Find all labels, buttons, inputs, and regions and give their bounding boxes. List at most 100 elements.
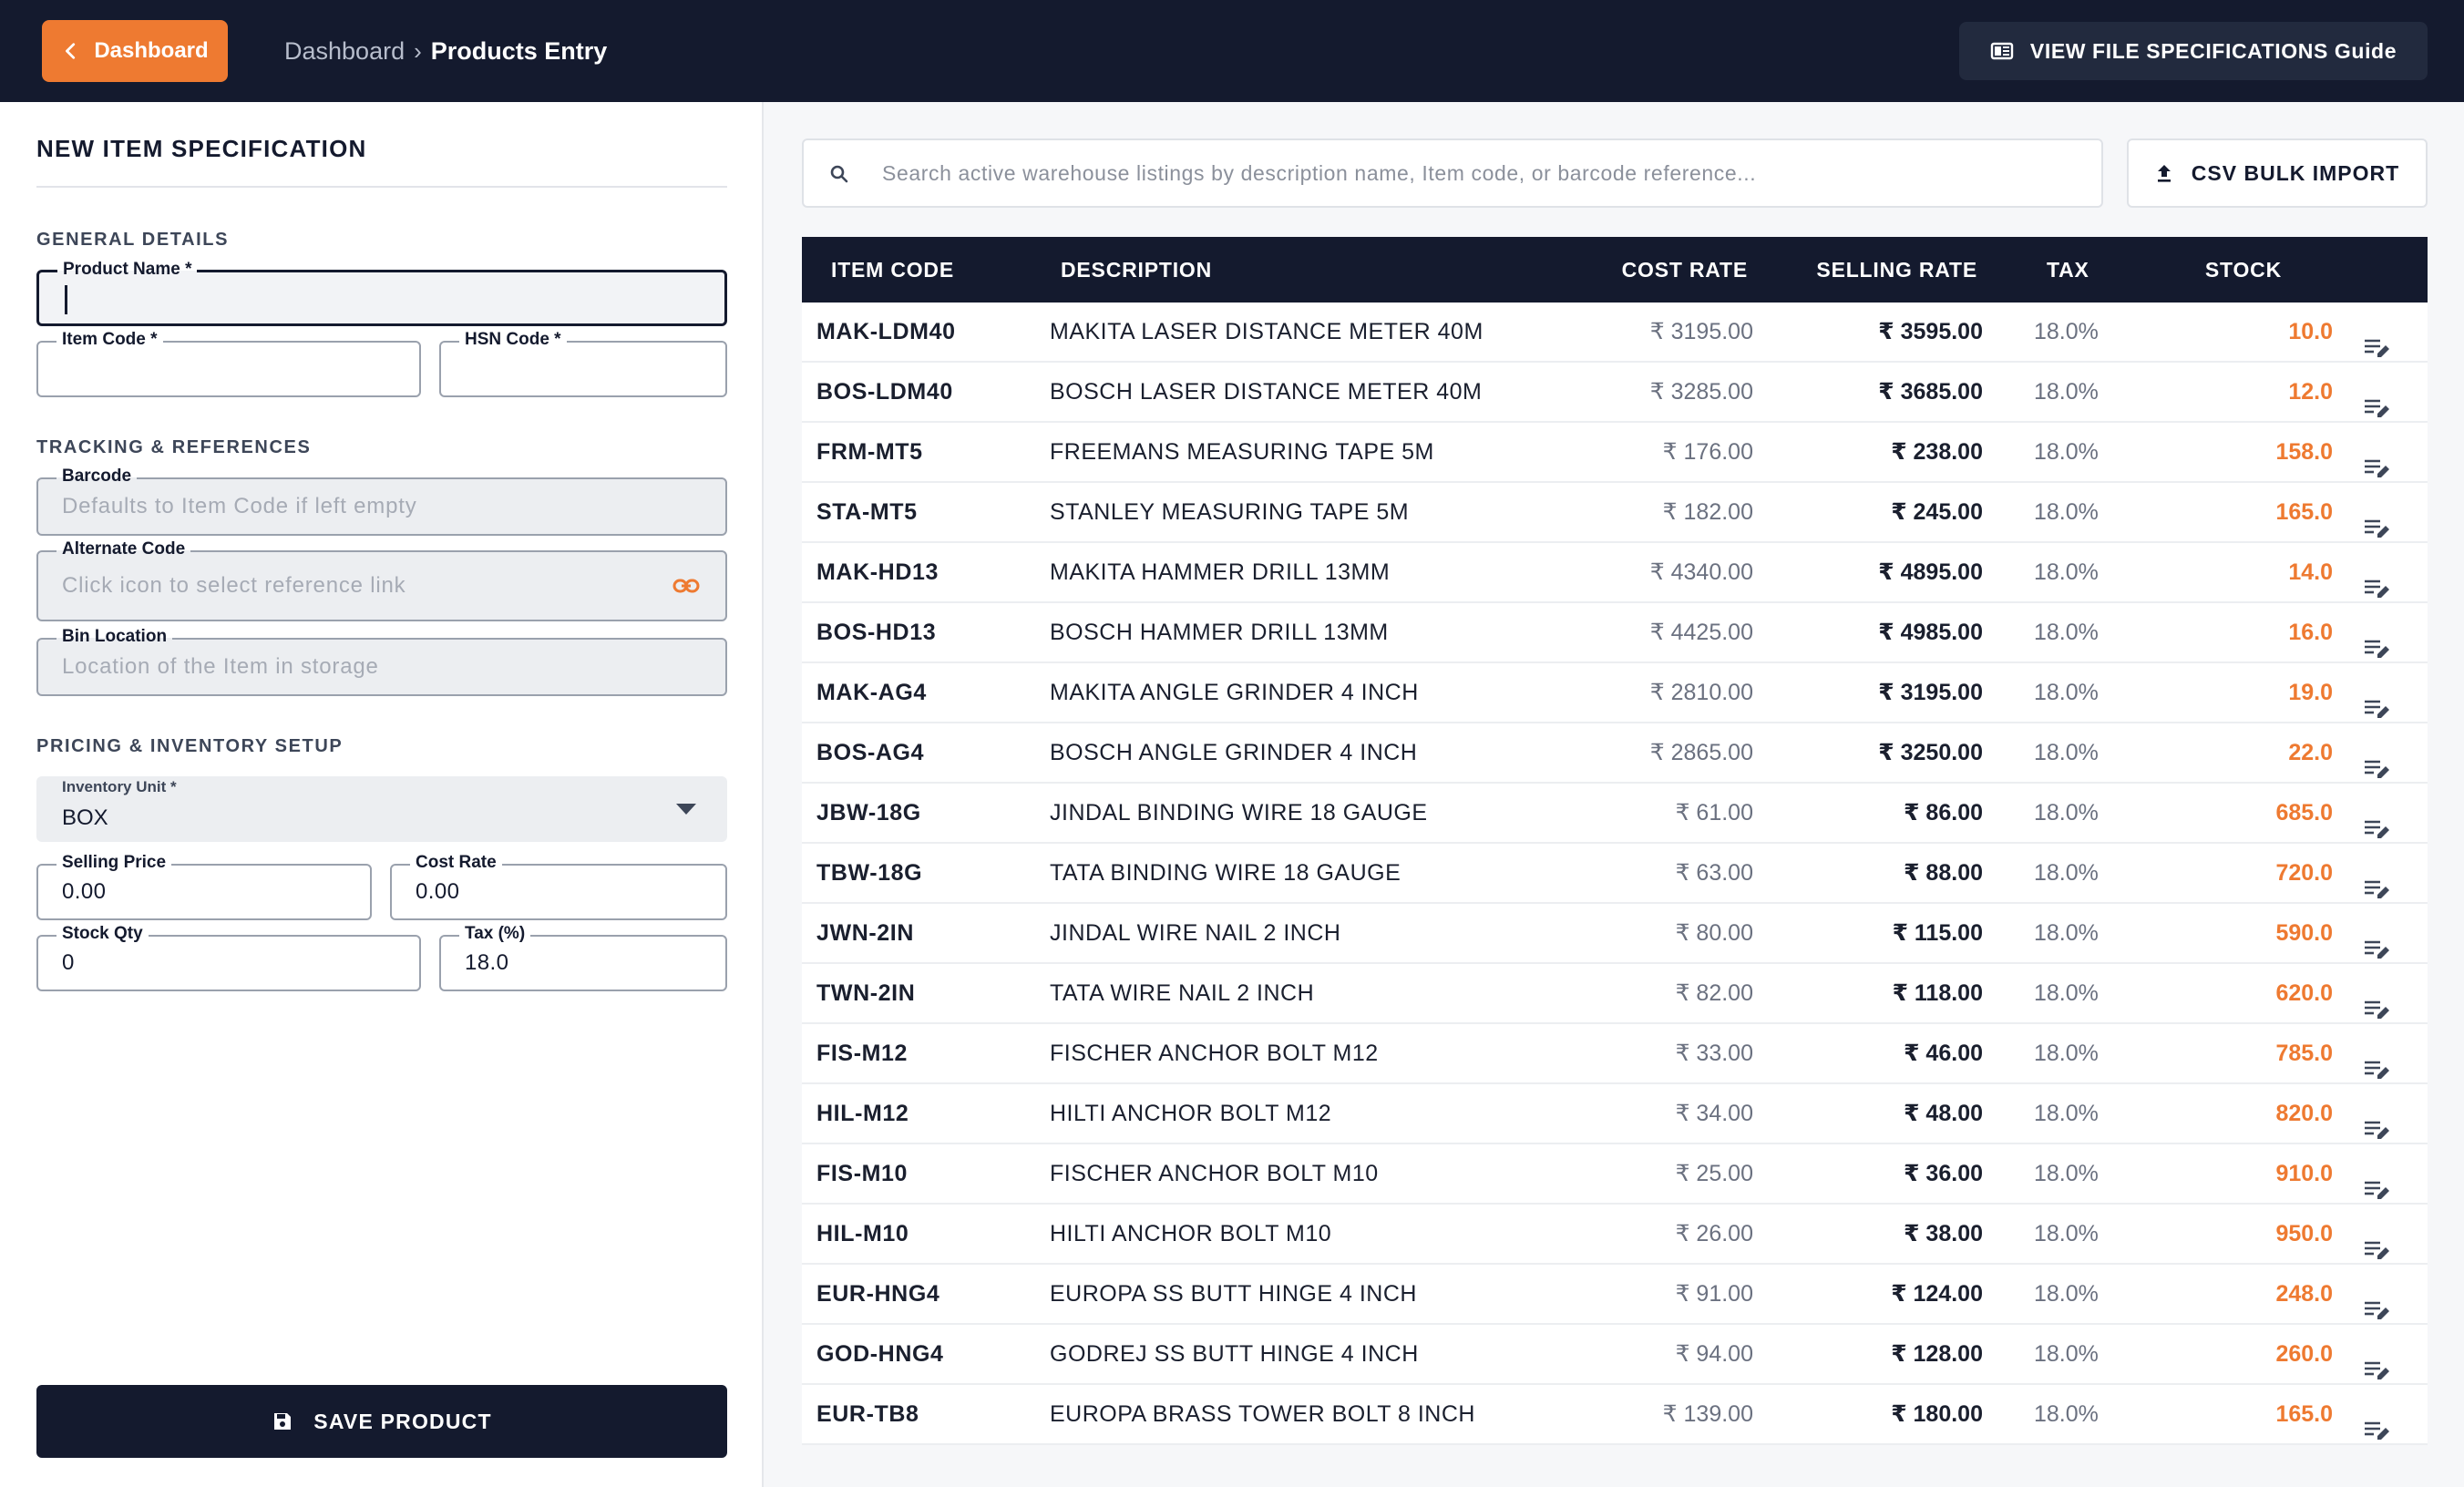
tax-cell: 18.0% bbox=[2034, 859, 2099, 886]
table-row[interactable]: JWN-2IN JINDAL WIRE NAIL 2 INCH ₹ 80.00 … bbox=[802, 904, 2428, 964]
alternate-code-field[interactable]: Alternate Code Click icon to select refe… bbox=[36, 539, 727, 621]
table-body: MAK-LDM40 MAKITA LASER DISTANCE METER 40… bbox=[802, 303, 2428, 1445]
table-row[interactable]: MAK-HD13 MAKITA HAMMER DRILL 13MM ₹ 4340… bbox=[802, 543, 2428, 603]
description-cell: EUROPA BRASS TOWER BOLT 8 INCH bbox=[1050, 1400, 1475, 1427]
table-row[interactable]: TBW-18G TATA BINDING WIRE 18 GAUGE ₹ 63.… bbox=[802, 844, 2428, 904]
save-product-button[interactable]: SAVE PRODUCT bbox=[36, 1385, 727, 1458]
link-icon[interactable] bbox=[672, 577, 700, 595]
edit-row-icon[interactable] bbox=[2362, 920, 2391, 979]
edit-row-icon[interactable] bbox=[2362, 800, 2391, 858]
column-header-tax[interactable]: TAX bbox=[2047, 257, 2089, 282]
edit-row-icon[interactable] bbox=[2362, 319, 2391, 377]
stock-cell: 590.0 bbox=[2275, 919, 2333, 946]
item-code-cell: STA-MT5 bbox=[816, 498, 918, 525]
table-row[interactable]: HIL-M10 HILTI ANCHOR BOLT M10 ₹ 26.00 ₹ … bbox=[802, 1205, 2428, 1265]
inventory-unit-select[interactable]: Inventory Unit * BOX bbox=[36, 776, 727, 842]
search-input[interactable] bbox=[882, 140, 2085, 206]
breadcrumb-parent[interactable]: Dashboard bbox=[284, 36, 406, 65]
stock-qty-field[interactable]: Stock Qty 0 bbox=[36, 924, 421, 991]
column-header-selling-rate[interactable]: SELLING RATE bbox=[1816, 257, 1977, 282]
save-icon bbox=[274, 1413, 292, 1430]
stock-cell: 19.0 bbox=[2288, 679, 2333, 705]
item-code-cell: EUR-TB8 bbox=[816, 1400, 919, 1427]
table-row[interactable]: EUR-TB8 EUROPA BRASS TOWER BOLT 8 INCH ₹… bbox=[802, 1385, 2428, 1445]
back-to-dashboard-button[interactable]: Dashboard bbox=[42, 20, 228, 82]
edit-row-icon[interactable] bbox=[2362, 559, 2391, 618]
item-code-cell: BOS-HD13 bbox=[816, 619, 937, 645]
tax-cell: 18.0% bbox=[2034, 559, 2099, 585]
edit-row-icon[interactable] bbox=[2362, 1041, 2391, 1099]
edit-row-icon[interactable] bbox=[2362, 1221, 2391, 1279]
table-row[interactable]: FRM-MT5 FREEMANS MEASURING TAPE 5M ₹ 176… bbox=[802, 423, 2428, 483]
upload-icon bbox=[2157, 165, 2171, 182]
table-row[interactable]: GOD-HNG4 GODREJ SS BUTT HINGE 4 INCH ₹ 9… bbox=[802, 1325, 2428, 1385]
edit-row-icon[interactable] bbox=[2362, 620, 2391, 678]
edit-row-icon[interactable] bbox=[2362, 1161, 2391, 1219]
edit-row-icon[interactable] bbox=[2362, 980, 2391, 1039]
stock-cell: 785.0 bbox=[2275, 1040, 2333, 1066]
tax-cell: 18.0% bbox=[2034, 318, 2099, 344]
breadcrumb-separator: › bbox=[414, 36, 422, 65]
cost-rate-cell: ₹ 82.00 bbox=[1675, 980, 1753, 1006]
breadcrumb: Dashboard › Products Entry bbox=[284, 31, 607, 71]
alternate-code-label: Alternate Code bbox=[56, 539, 191, 559]
column-header-stock[interactable]: STOCK bbox=[2204, 257, 2282, 282]
view-file-specifications-button[interactable]: VIEW FILE SPECIFICATIONS Guide bbox=[1959, 22, 2428, 80]
cost-rate-cell: ₹ 91.00 bbox=[1675, 1281, 1753, 1307]
cost-rate-cell: ₹ 80.00 bbox=[1675, 920, 1753, 946]
item-code-cell: BOS-AG4 bbox=[816, 739, 925, 765]
edit-row-icon[interactable] bbox=[2362, 860, 2391, 918]
selling-price-field[interactable]: Selling Price 0.00 bbox=[36, 853, 372, 920]
table-row[interactable]: STA-MT5 STANLEY MEASURING TAPE 5M ₹ 182.… bbox=[802, 483, 2428, 543]
edit-row-icon[interactable] bbox=[2362, 1101, 2391, 1159]
table-row[interactable]: BOS-AG4 BOSCH ANGLE GRINDER 4 INCH ₹ 286… bbox=[802, 723, 2428, 784]
column-header-cost-rate[interactable]: COST RATE bbox=[1621, 257, 1748, 282]
cost-rate-field[interactable]: Cost Rate 0.00 bbox=[390, 853, 727, 920]
barcode-field[interactable]: Barcode Defaults to Item Code if left em… bbox=[36, 467, 727, 536]
selling-rate-cell: ₹ 38.00 bbox=[1904, 1221, 1983, 1246]
description-cell: EUROPA SS BUTT HINGE 4 INCH bbox=[1050, 1280, 1417, 1307]
edit-row-icon[interactable] bbox=[2362, 1401, 2391, 1460]
table-row[interactable]: MAK-AG4 MAKITA ANGLE GRINDER 4 INCH ₹ 28… bbox=[802, 663, 2428, 723]
edit-row-icon[interactable] bbox=[2362, 740, 2391, 798]
table-row[interactable]: FIS-M12 FISCHER ANCHOR BOLT M12 ₹ 33.00 … bbox=[802, 1024, 2428, 1084]
cost-rate-cell: ₹ 139.00 bbox=[1662, 1401, 1753, 1427]
table-row[interactable]: BOS-HD13 BOSCH HAMMER DRILL 13MM ₹ 4425.… bbox=[802, 603, 2428, 663]
tax-cell: 18.0% bbox=[2034, 1280, 2099, 1307]
dropdown-arrow-icon bbox=[676, 804, 696, 815]
table-row[interactable]: MAK-LDM40 MAKITA LASER DISTANCE METER 40… bbox=[802, 303, 2428, 363]
cost-rate-cell: ₹ 26.00 bbox=[1675, 1221, 1753, 1246]
edit-row-icon[interactable] bbox=[2362, 379, 2391, 437]
table-row[interactable]: HIL-M12 HILTI ANCHOR BOLT M12 ₹ 34.00 ₹ … bbox=[802, 1084, 2428, 1144]
table-row[interactable]: EUR-HNG4 EUROPA SS BUTT HINGE 4 INCH ₹ 9… bbox=[802, 1265, 2428, 1325]
table-row[interactable]: BOS-LDM40 BOSCH LASER DISTANCE METER 40M… bbox=[802, 363, 2428, 423]
cost-rate-cell: ₹ 63.00 bbox=[1675, 860, 1753, 886]
hsn-code-field[interactable]: HSN Code * bbox=[439, 330, 727, 397]
table-row[interactable]: JBW-18G JINDAL BINDING WIRE 18 GAUGE ₹ 6… bbox=[802, 784, 2428, 844]
bin-location-field[interactable]: Bin Location Location of the Item in sto… bbox=[36, 627, 727, 696]
edit-row-icon[interactable] bbox=[2362, 499, 2391, 558]
item-code-cell: FIS-M12 bbox=[816, 1040, 909, 1066]
edit-row-icon[interactable] bbox=[2362, 680, 2391, 738]
item-code-cell: BOS-LDM40 bbox=[816, 378, 953, 405]
stock-cell: 165.0 bbox=[2275, 498, 2333, 525]
column-header-description[interactable]: DESCRIPTION bbox=[1061, 257, 1212, 282]
edit-row-icon[interactable] bbox=[2362, 1281, 2391, 1339]
column-header-item-code[interactable]: ITEM CODE bbox=[831, 257, 954, 282]
product-name-label: Product Name * bbox=[57, 260, 198, 280]
item-code-cell: GOD-HNG4 bbox=[816, 1340, 944, 1367]
description-cell: BOSCH LASER DISTANCE METER 40M bbox=[1050, 378, 1483, 405]
description-cell: HILTI ANCHOR BOLT M12 bbox=[1050, 1100, 1332, 1126]
table-row[interactable]: TWN-2IN TATA WIRE NAIL 2 INCH ₹ 82.00 ₹ … bbox=[802, 964, 2428, 1024]
product-name-field[interactable]: Product Name * bbox=[36, 260, 727, 326]
edit-row-icon[interactable] bbox=[2362, 439, 2391, 497]
tax-cell: 18.0% bbox=[2034, 739, 2099, 765]
item-code-cell: JWN-2IN bbox=[816, 919, 914, 946]
item-code-field[interactable]: Item Code * bbox=[36, 330, 421, 397]
description-cell: BOSCH HAMMER DRILL 13MM bbox=[1050, 619, 1389, 645]
table-row[interactable]: FIS-M10 FISCHER ANCHOR BOLT M10 ₹ 25.00 … bbox=[802, 1144, 2428, 1205]
edit-row-icon[interactable] bbox=[2362, 1341, 2391, 1400]
tax-field[interactable]: Tax (%) 18.0 bbox=[439, 924, 727, 991]
back-button-label: Dashboard bbox=[94, 38, 209, 63]
csv-bulk-import-button[interactable]: CSV BULK IMPORT bbox=[2127, 138, 2428, 208]
